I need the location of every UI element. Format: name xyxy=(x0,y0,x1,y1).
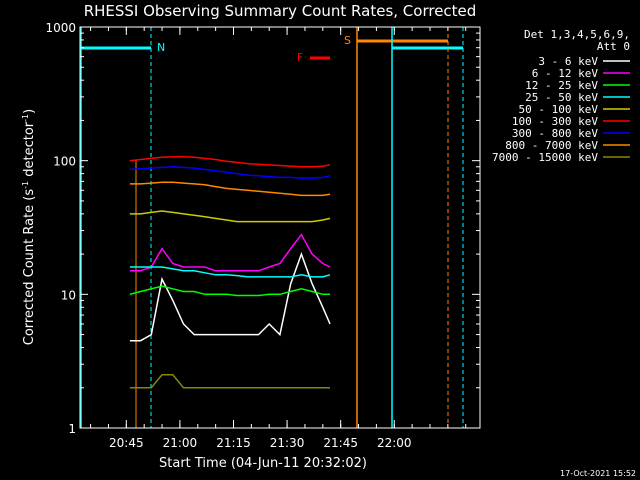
flare-label: F xyxy=(297,51,303,64)
legend-label-5: 100 - 300 keV xyxy=(512,115,598,128)
night-label: N xyxy=(157,41,165,54)
legend-label-1: 6 - 12 keV xyxy=(532,67,599,80)
plot-frame xyxy=(79,26,481,429)
legend-label-2: 12 - 25 keV xyxy=(525,79,598,92)
series-line-2 xyxy=(129,285,330,297)
y-tick-label-2: 100 xyxy=(53,155,76,169)
legend-label-8: 7000 - 15000 keV xyxy=(492,151,598,164)
legend-header-2: Att 0 xyxy=(597,40,630,53)
series-line-0 xyxy=(129,251,331,342)
y-tick-label-1: 10 xyxy=(61,288,76,302)
legend-label-7: 800 - 7000 keV xyxy=(505,139,598,152)
series-line-1 xyxy=(129,233,331,272)
x-axis-label: Start Time (04-Jun-11 20:32:02) xyxy=(159,456,367,471)
legend-label-3: 25 - 50 keV xyxy=(525,91,598,104)
series-line-5 xyxy=(129,155,331,168)
series-line-7 xyxy=(129,181,331,197)
legend-label-4: 50 - 100 keV xyxy=(519,103,599,116)
y-label-part1: Corrected Count Rate (s xyxy=(22,189,37,346)
series-line-4 xyxy=(129,210,331,223)
y-axis-label: Corrected Count Rate (s-1 detector-1) xyxy=(21,109,37,345)
x-axis: 20:45 21:00 21:15 21:30 21:45 22:00 xyxy=(90,27,467,450)
saa-label: S xyxy=(344,34,351,47)
x-tick-label-5: 22:00 xyxy=(377,436,412,450)
x-tick-label-0: 20:45 xyxy=(109,436,144,450)
x-tick-label-3: 21:30 xyxy=(270,436,305,450)
footer-timestamp: 17-Oct-2021 15:52 xyxy=(560,469,636,478)
y-label-part2: detector xyxy=(22,121,37,181)
series-line-8 xyxy=(129,374,330,389)
series-line-6 xyxy=(129,166,331,179)
y-tick-label-3: 1000 xyxy=(45,21,76,35)
y-label-sup2: -1 xyxy=(21,114,30,122)
x-tick-label-1: 21:00 xyxy=(163,436,198,450)
y-label-sup1: -1 xyxy=(21,181,30,189)
legend-label-0: 3 - 6 keV xyxy=(538,55,598,68)
y-axis: 1 10 100 1000 xyxy=(45,21,480,436)
legend-label-6: 300 - 800 keV xyxy=(512,127,598,140)
series-line-3 xyxy=(129,266,331,278)
y-label-part3: ) xyxy=(22,109,37,114)
legend-header-1: Det 1,3,4,5,6,9, xyxy=(524,28,630,41)
plot-area: N S F xyxy=(80,27,464,428)
x-tick-label-2: 21:15 xyxy=(216,436,251,450)
x-tick-label-4: 21:45 xyxy=(323,436,358,450)
y-tick-label-0: 1 xyxy=(68,422,76,436)
chart-title: RHESSI Observing Summary Count Rates, Co… xyxy=(84,2,477,20)
